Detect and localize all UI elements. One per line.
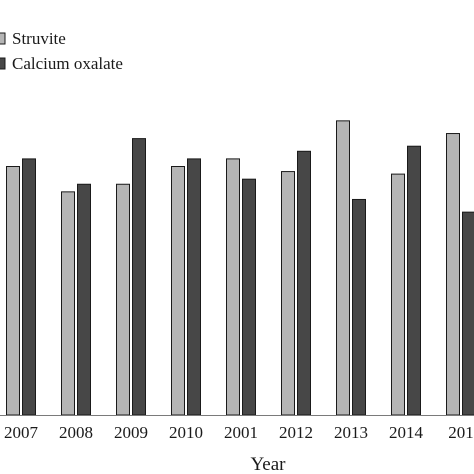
x-tick-label: 2013 (334, 423, 368, 442)
x-axis-title: Year (250, 454, 286, 474)
bar-struvite-2007 (6, 166, 20, 416)
bar-struvite-2001 (226, 158, 240, 416)
x-tick-labels: 2007 2008 2009 2010 2001 2012 2013 2014 201 (4, 423, 474, 442)
x-tick-label: 2008 (59, 423, 93, 442)
legend-swatch-struvite (0, 32, 6, 45)
bar-struvite-2009 (116, 183, 130, 416)
legend-label-struvite: Struvite (12, 29, 66, 48)
bar-struvite-201 (446, 133, 460, 416)
x-tick-label: 2001 (224, 423, 258, 442)
bar-struvite-2010 (171, 166, 185, 416)
legend-label-calcium-oxalate: Calcium oxalate (12, 54, 123, 73)
x-tick-label: 2007 (4, 423, 39, 442)
bar-calcium-oxalate-2009 (132, 138, 146, 416)
bar-struvite-2012 (281, 171, 295, 416)
x-tick-label: 2014 (389, 423, 424, 442)
x-tick-label: 2012 (279, 423, 313, 442)
bar-calcium-oxalate-2001 (242, 178, 256, 416)
bar-struvite-2008 (61, 191, 75, 416)
bar-calcium-oxalate-2010 (187, 158, 201, 416)
bar-calcium-oxalate-2012 (297, 150, 311, 416)
legend: Struvite Calcium oxalate (0, 29, 123, 73)
bar-struvite-2013 (336, 120, 350, 416)
bar-calcium-oxalate-2013 (352, 198, 366, 416)
bar-calcium-oxalate-2008 (77, 183, 91, 416)
bars-group (6, 120, 474, 416)
x-tick-label: 201 (448, 423, 474, 442)
bar-struvite-2014 (391, 173, 405, 416)
bar-calcium-oxalate-2014 (407, 145, 421, 416)
legend-swatch-calcium-oxalate (0, 57, 6, 70)
x-tick-label: 2010 (169, 423, 203, 442)
bar-calcium-oxalate-2007 (22, 158, 36, 416)
bar-calcium-oxalate-201 (462, 211, 474, 416)
x-tick-label: 2009 (114, 423, 148, 442)
